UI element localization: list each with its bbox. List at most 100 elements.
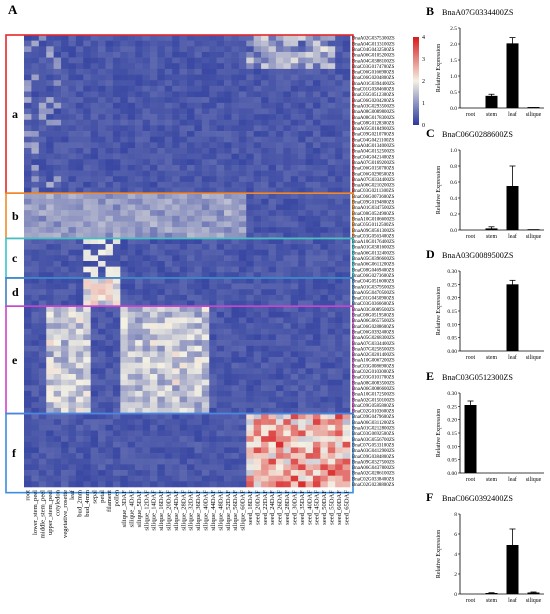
x-tick-label: root	[466, 477, 476, 483]
heatmap-cell	[164, 85, 173, 92]
heatmap-cell	[275, 74, 284, 81]
heatmap-cell	[53, 464, 62, 471]
heatmap-cell	[238, 385, 247, 392]
heatmap-cell	[38, 142, 47, 149]
heatmap-cell	[90, 407, 99, 414]
heatmap-cell	[246, 272, 254, 279]
heatmap-cell	[105, 35, 114, 41]
heatmap-cell	[290, 244, 299, 250]
heatmap-cell	[209, 181, 217, 188]
heatmap-cell	[120, 255, 129, 262]
heatmap-cell	[305, 340, 314, 347]
heatmap-cell	[172, 323, 180, 330]
heatmap-cell	[24, 396, 32, 403]
heatmap-cell	[142, 108, 151, 115]
heatmap-cell	[298, 181, 306, 188]
heatmap-cell	[320, 119, 329, 126]
heatmap-cell	[90, 470, 99, 476]
heatmap-cell	[179, 131, 188, 137]
heatmap-cell	[31, 238, 40, 245]
heatmap-cell	[187, 481, 195, 488]
heatmap-cell	[135, 266, 143, 273]
heatmap-cell	[209, 283, 217, 290]
heatmap-cell	[275, 51, 284, 58]
heatmap-cell	[290, 441, 299, 448]
heatmap-cell	[38, 266, 47, 273]
column-label: seed_50DAF	[321, 490, 328, 525]
row-label: BnaC09G0585800ZS	[352, 404, 395, 409]
heatmap-cell	[246, 447, 254, 454]
heatmap-cell	[112, 181, 121, 188]
heatmap-cell	[75, 447, 84, 454]
heatmap-cell	[83, 193, 91, 200]
heatmap-cell	[142, 413, 151, 420]
heatmap-cell	[31, 232, 40, 239]
heatmap-cell	[201, 317, 210, 324]
heatmap-cell	[312, 424, 321, 431]
heatmap-cell	[268, 80, 277, 87]
heatmap-cell	[320, 198, 329, 205]
heatmap-cell	[68, 46, 77, 53]
heatmap-cell	[216, 396, 225, 403]
heatmap-cell	[53, 368, 62, 375]
heatmap-cell	[253, 51, 262, 58]
heatmap-cell	[224, 210, 232, 217]
heatmap-cell	[120, 351, 129, 358]
heatmap-cell	[209, 153, 217, 160]
heatmap-cell	[261, 441, 269, 448]
heatmap-cell	[164, 334, 173, 341]
heatmap-cell	[327, 187, 336, 194]
heatmap-cell	[90, 108, 99, 115]
heatmap-cell	[142, 261, 151, 267]
row-label: BnaA04G0152500ZS	[352, 150, 395, 155]
heatmap-cell	[238, 424, 247, 431]
heatmap-cell	[157, 108, 166, 115]
heatmap-cell	[298, 142, 306, 149]
heatmap-cell	[216, 430, 225, 437]
heatmap-cell	[149, 379, 158, 386]
heatmap-cell	[283, 176, 292, 183]
heatmap-cell	[312, 289, 321, 296]
heatmap-cell	[216, 266, 225, 273]
heatmap-cell	[142, 68, 151, 75]
heatmap-cell	[38, 249, 47, 256]
heatmap-cell	[179, 345, 188, 352]
heatmap-cell	[24, 35, 32, 41]
heatmap-cell	[90, 40, 99, 47]
heatmap-cell	[149, 430, 158, 437]
heatmap-cell	[290, 374, 299, 380]
heatmap-cell	[68, 232, 77, 239]
heatmap-cell	[68, 63, 77, 70]
heatmap-cell	[172, 114, 180, 121]
heatmap-cell	[142, 215, 151, 222]
heatmap-cell	[253, 323, 262, 330]
heatmap-cell	[46, 108, 54, 115]
heatmap-cell	[342, 345, 351, 352]
heatmap-cell	[127, 187, 136, 194]
heatmap-cell	[246, 261, 254, 267]
heatmap-cell	[231, 447, 240, 454]
heatmap-cell	[275, 379, 284, 386]
heatmap-cell	[38, 357, 47, 363]
heatmap-cell	[98, 142, 106, 149]
heatmap-cell	[327, 35, 336, 41]
heatmap-cell	[179, 447, 188, 454]
heatmap-cell	[194, 396, 203, 403]
heatmap-cell	[224, 261, 232, 267]
heatmap-cell	[179, 396, 188, 403]
heatmap-cell	[342, 227, 351, 234]
heatmap-cell	[335, 198, 343, 205]
heatmap-cell	[216, 436, 225, 443]
heatmap-cell	[305, 181, 314, 188]
heatmap-cell	[149, 334, 158, 341]
heatmap-cell	[112, 458, 121, 465]
heatmap-cell	[224, 204, 232, 211]
heatmap-cell	[268, 311, 277, 318]
heatmap-cell	[31, 277, 40, 284]
heatmap-cell	[38, 35, 47, 41]
heatmap-cell	[83, 148, 91, 154]
heatmap-cell	[224, 91, 232, 98]
heatmap-cell	[157, 249, 166, 256]
heatmap-cell	[238, 35, 247, 41]
heatmap-cell	[216, 453, 225, 460]
